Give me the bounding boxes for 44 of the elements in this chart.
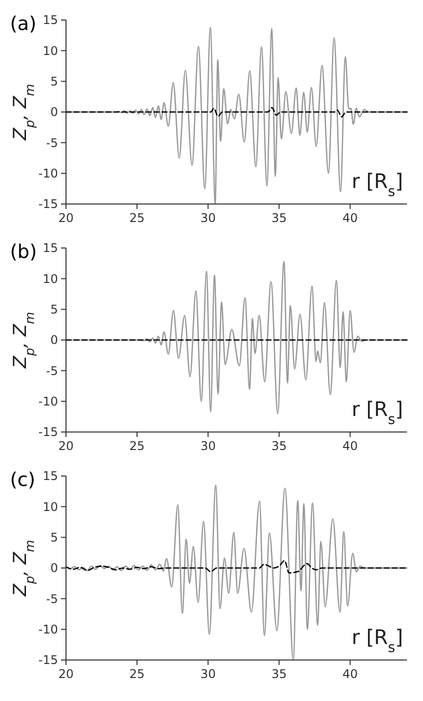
- x-tick-label: 20: [58, 667, 74, 681]
- y-tick-label: 15: [42, 13, 58, 28]
- chart-title: (c): [10, 469, 36, 491]
- y-tick-label: 0: [50, 333, 58, 348]
- y-tick-label: -5: [46, 136, 58, 150]
- y-tick-label: 0: [50, 105, 58, 120]
- x-tick-label: 20: [58, 211, 74, 225]
- x-tick-label: 20: [58, 439, 74, 453]
- y-tick-label: -15: [38, 425, 58, 440]
- y-tick-label: 5: [50, 530, 58, 545]
- y-tick-label: -15: [38, 197, 58, 212]
- x-tick-label: 30: [200, 667, 216, 681]
- y-tick-label: 10: [42, 44, 58, 58]
- chart-title: (b): [10, 241, 37, 263]
- y-tick-label: -15: [38, 653, 58, 668]
- line-series: [65, 107, 408, 118]
- x-axis-title: r [R$_{s}$]: [352, 169, 403, 200]
- y-tick-label: -10: [38, 622, 58, 637]
- x-tick-label: 25: [129, 439, 145, 453]
- x-tick-label: 25: [129, 667, 145, 681]
- x-tick-label: 40: [342, 667, 358, 681]
- y-tick-label: 5: [50, 74, 58, 89]
- x-tick-label: 40: [342, 211, 358, 225]
- x-tick-label: 35: [271, 211, 287, 225]
- x-tick-label: 25: [129, 211, 145, 225]
- y-tick-label: 10: [42, 272, 58, 286]
- x-tick-label: 40: [342, 439, 358, 453]
- x-tick-label: 35: [271, 439, 287, 453]
- x-tick-label: 30: [200, 211, 216, 225]
- y-tick-label: -10: [38, 394, 58, 409]
- y-tick-label: 5: [50, 302, 58, 317]
- y-tick-label: -5: [46, 592, 58, 606]
- y-tick-label: 10: [42, 500, 58, 514]
- x-axis-title: r [R$_{s}$]: [352, 625, 403, 656]
- x-tick-label: 30: [200, 439, 216, 453]
- chart-title: (a): [10, 13, 36, 35]
- y-tick-label: 15: [42, 241, 58, 256]
- y-tick-label: 0: [50, 561, 58, 576]
- line-series: [65, 560, 408, 574]
- y-tick-label: -10: [38, 166, 58, 181]
- x-axis-title: r [R$_{s}$]: [352, 397, 403, 428]
- x-tick-label: 35: [271, 667, 287, 681]
- y-tick-label: 15: [42, 469, 58, 484]
- y-tick-label: -5: [46, 364, 58, 378]
